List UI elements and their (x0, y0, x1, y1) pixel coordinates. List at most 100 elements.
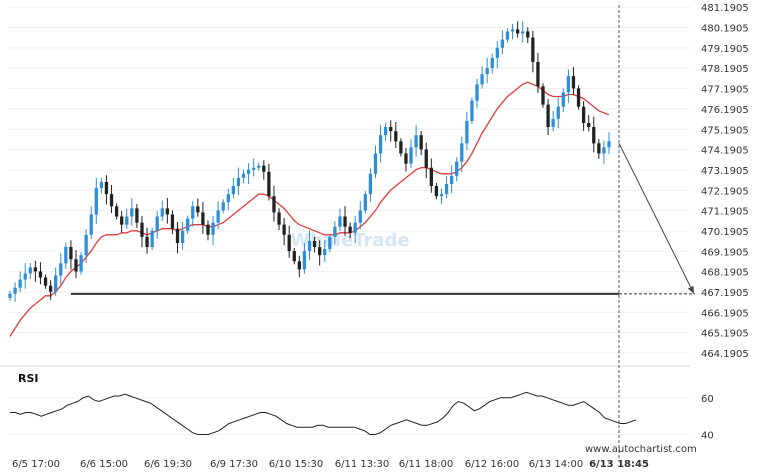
candle (69, 240, 73, 270)
time-axis: 6/5 17:00 6/6 15:00 6/6 19:30 6/9 17:30 6/10… (12, 459, 649, 470)
candle-body (69, 247, 73, 260)
candle-body (191, 206, 195, 219)
candle (180, 221, 185, 250)
x-tick-label: 6/9 17:30 (210, 459, 258, 470)
candle (94, 177, 98, 224)
candle-body (297, 261, 301, 270)
candle (28, 263, 32, 279)
candle (287, 225, 291, 258)
candle (170, 210, 175, 235)
candle-body (89, 214, 93, 235)
candle (216, 201, 220, 230)
candle (8, 290, 12, 301)
y-tick-label: 467.1905 (701, 288, 749, 299)
candle (510, 23, 515, 40)
x-tick-label: 6/6 15:00 (80, 459, 128, 470)
candle-body (500, 39, 505, 48)
candle (262, 160, 266, 180)
candle-body (180, 230, 185, 243)
candle-body (536, 61, 540, 87)
candle-body (394, 131, 398, 142)
candle (302, 243, 307, 274)
candle-body (94, 188, 98, 215)
candle (485, 57, 489, 84)
candle (252, 158, 256, 177)
candle (419, 130, 423, 155)
candle (383, 122, 388, 141)
y-tick-label: 468.1905 (701, 268, 749, 279)
candle-body (429, 167, 433, 187)
candle (43, 274, 48, 289)
candle-body (576, 88, 581, 107)
x-tick-label: 6/10 15:30 (269, 459, 323, 470)
candle-body (338, 216, 342, 227)
candle-body (485, 68, 489, 75)
candle (175, 222, 180, 254)
candle-body (114, 206, 119, 217)
candle-body (561, 92, 565, 107)
candle-body (252, 167, 256, 170)
candle-body (165, 208, 170, 215)
candle-body (135, 208, 139, 223)
candle (480, 66, 484, 89)
candle-body (267, 171, 271, 197)
candle (59, 252, 63, 285)
candle (292, 248, 296, 265)
candle-body (221, 202, 225, 211)
candle (130, 198, 134, 226)
candle (424, 142, 428, 179)
candle (312, 236, 317, 253)
candle (449, 165, 454, 194)
candle-body (292, 251, 296, 262)
candle-body (383, 127, 388, 136)
candle (323, 239, 327, 262)
candle-body (84, 234, 88, 256)
candle (318, 240, 322, 266)
candle (541, 83, 545, 108)
candle (74, 250, 78, 279)
candle (521, 21, 525, 43)
candle-body (38, 271, 43, 278)
candle (505, 28, 510, 43)
projection-arrow-head (687, 285, 694, 294)
candle (272, 185, 276, 222)
candle (333, 221, 337, 245)
candle (363, 191, 367, 214)
candle (23, 263, 27, 289)
candle (48, 280, 53, 300)
candle (114, 203, 119, 220)
candle (186, 215, 190, 234)
candle-body (404, 153, 408, 164)
candle (460, 136, 464, 172)
candle-body (312, 240, 317, 248)
candle-body (597, 143, 601, 154)
candle-body (257, 165, 261, 168)
moving-average-line (9, 81, 610, 337)
candle (89, 206, 93, 240)
candle-body (8, 293, 12, 298)
candle-body (125, 216, 129, 225)
candle (155, 211, 159, 239)
candle (561, 88, 565, 113)
candle (236, 167, 241, 196)
y-tick-label: 469.1905 (701, 247, 749, 258)
candle (79, 252, 83, 275)
candle (455, 157, 459, 182)
candle-body (226, 194, 230, 203)
candle-body (373, 153, 378, 174)
candle-body (419, 135, 423, 150)
candle-body (328, 236, 332, 250)
candle (297, 255, 301, 278)
candle (191, 200, 195, 227)
candle-body (160, 208, 164, 217)
candle-body (566, 76, 571, 93)
candle-body (104, 181, 109, 195)
candle (475, 78, 479, 109)
candle (18, 271, 22, 292)
candle-body (262, 165, 266, 172)
candle (246, 163, 251, 185)
candle-body (287, 234, 291, 252)
candle-body (353, 222, 357, 233)
candle-body (571, 76, 576, 89)
candle-body (399, 141, 403, 154)
